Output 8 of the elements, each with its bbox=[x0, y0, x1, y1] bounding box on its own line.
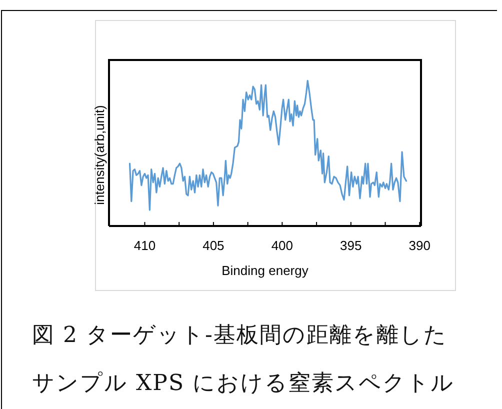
x-tick-label: 390 bbox=[408, 238, 430, 253]
x-tick-label: 395 bbox=[340, 238, 362, 253]
y-axis-title: intensity(arb,unit) bbox=[92, 105, 107, 205]
x-tick-label: 410 bbox=[134, 238, 156, 253]
x-tick-label: 400 bbox=[271, 238, 294, 253]
x-tick-label: 405 bbox=[202, 238, 224, 253]
x-axis-title: Binding energy bbox=[222, 263, 309, 278]
text: 図 2 ターゲット-基板間の距離を離したサンプル XPS における窒素スペクトル bbox=[32, 322, 456, 398]
